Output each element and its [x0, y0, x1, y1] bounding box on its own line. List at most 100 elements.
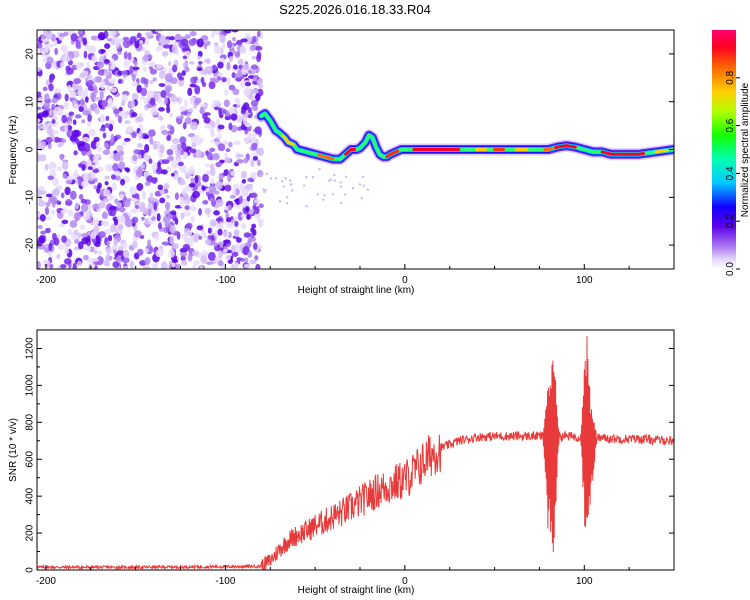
noise-blob	[244, 206, 250, 212]
noise-blob	[215, 180, 223, 190]
noise-blob	[233, 244, 242, 254]
noise-blob	[170, 172, 175, 177]
noise-blob	[136, 84, 142, 94]
noise-blob	[46, 56, 54, 64]
colorbar-tick-label: 0.4	[725, 166, 736, 180]
noise-blob	[234, 188, 240, 196]
colorbar-tick-label: 0.6	[725, 118, 736, 132]
noise-blob	[54, 88, 62, 94]
noise-blob	[67, 210, 74, 217]
noise-blob	[228, 84, 236, 91]
noise-blob	[189, 233, 195, 242]
noise-blob	[179, 136, 187, 145]
noise-blob	[69, 91, 77, 99]
noise-blob	[251, 223, 257, 229]
noise-blob	[256, 159, 261, 167]
noise-blob	[152, 77, 157, 82]
noise-blob	[218, 172, 224, 181]
noise-blob	[241, 179, 247, 184]
noise-blob	[103, 142, 110, 149]
noise-blob	[151, 216, 156, 221]
noise-blob	[84, 96, 89, 103]
noise-blob	[209, 219, 217, 227]
noise-blob	[251, 55, 257, 60]
noise-blob	[217, 124, 225, 130]
noise-blob	[117, 79, 122, 84]
noise-blob	[182, 243, 191, 252]
noise-blob	[136, 183, 144, 191]
noise-blob	[233, 140, 241, 146]
noise-blob	[67, 85, 72, 93]
noise-blob	[59, 61, 65, 68]
noise-blob	[238, 64, 244, 70]
noise-speck	[316, 193, 319, 196]
noise-blob	[209, 167, 216, 177]
noise-blob	[83, 87, 89, 97]
noise-blob	[134, 204, 139, 209]
spectrogram-y-tick-label: 0	[25, 146, 36, 152]
noise-blob	[74, 114, 82, 119]
snr-x-tick-label: -100	[215, 576, 235, 587]
noise-blob	[193, 260, 200, 266]
noise-blob	[258, 203, 264, 209]
noise-blob	[218, 250, 223, 259]
noise-blob	[145, 104, 154, 109]
noise-blob	[49, 263, 54, 269]
noise-blob	[76, 260, 83, 267]
noise-blob	[240, 170, 247, 179]
noise-blob	[246, 195, 251, 202]
noise-blob	[184, 34, 191, 39]
noise-blob	[222, 230, 230, 238]
noise-blob	[78, 145, 86, 152]
noise-blob	[254, 255, 259, 261]
noise-blob	[196, 38, 204, 48]
noise-blob	[65, 179, 72, 185]
noise-blob	[251, 142, 258, 150]
noise-blob	[61, 138, 67, 143]
noise-blob	[51, 97, 58, 104]
noise-blob	[151, 177, 158, 184]
noise-blob	[210, 177, 215, 186]
noise-blob	[236, 237, 242, 243]
noise-blob	[48, 161, 57, 171]
noise-blob	[187, 166, 196, 175]
noise-blob	[66, 67, 74, 75]
noise-blob	[245, 36, 252, 45]
noise-blob	[234, 50, 241, 59]
noise-blob	[199, 106, 205, 115]
colorbar: 0.0 0.2 0.4 0.6 0.8 Normalized spectral ampl…	[712, 30, 750, 276]
spectrogram-x-tick-label: 0	[402, 275, 408, 286]
noise-blob	[247, 177, 254, 182]
ridge-peak	[385, 149, 400, 159]
noise-blob	[132, 154, 138, 162]
noise-blob	[207, 227, 212, 234]
noise-blob	[244, 137, 250, 144]
noise-blob	[237, 211, 244, 221]
noise-blob	[117, 223, 124, 231]
noise-blob	[49, 75, 54, 84]
noise-blob	[203, 117, 211, 124]
noise-blob	[37, 106, 42, 111]
noise-blob	[228, 141, 233, 148]
noise-blob	[120, 99, 126, 107]
noise-blob	[170, 210, 177, 216]
noise-blob	[64, 124, 69, 133]
noise-speck	[305, 204, 308, 208]
noise-blob	[165, 194, 171, 199]
snr-series-line	[37, 336, 674, 570]
noise-blob	[204, 207, 212, 215]
noise-blob	[208, 81, 216, 90]
noise-blob	[69, 190, 77, 200]
noise-blob	[194, 174, 199, 184]
noise-blob	[120, 178, 126, 186]
noise-blob	[99, 127, 107, 132]
noise-blob	[114, 170, 121, 176]
noise-blob	[154, 190, 162, 197]
noise-blob	[130, 99, 136, 109]
noise-blob	[201, 231, 207, 238]
noise-blob	[204, 124, 212, 129]
noise-blob	[63, 31, 69, 37]
noise-speck	[269, 177, 273, 180]
noise-speck	[264, 189, 267, 192]
noise-blob	[248, 95, 255, 101]
